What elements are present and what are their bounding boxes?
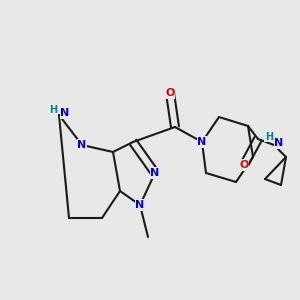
- Text: N: N: [135, 200, 145, 210]
- Text: H: H: [49, 105, 57, 115]
- Text: N: N: [274, 138, 284, 148]
- Text: N: N: [60, 108, 70, 118]
- Text: N: N: [197, 137, 207, 147]
- Text: O: O: [165, 88, 175, 98]
- Text: N: N: [150, 168, 160, 178]
- Text: O: O: [239, 160, 249, 170]
- Text: N: N: [77, 140, 87, 150]
- Text: H: H: [265, 132, 273, 142]
